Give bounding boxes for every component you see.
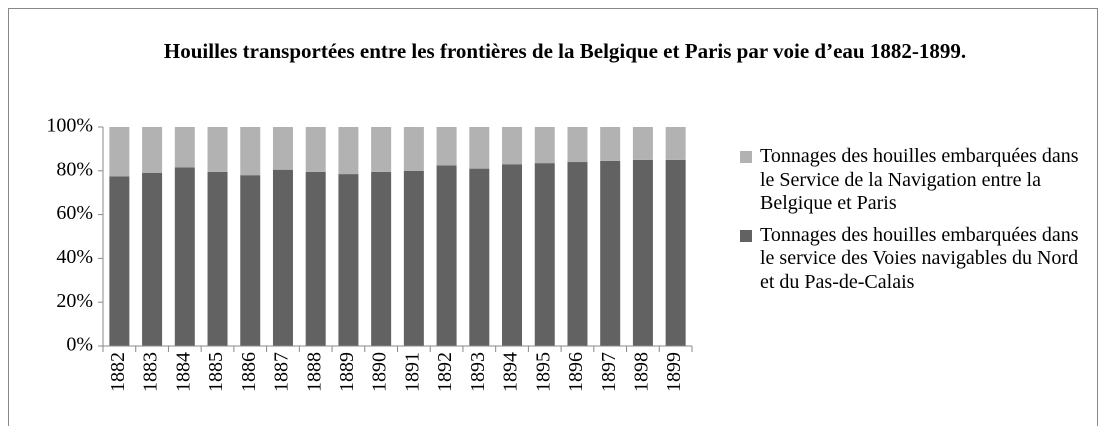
x-tick-label: 1885 bbox=[205, 352, 227, 392]
x-tick-label: 1886 bbox=[238, 352, 260, 392]
bar bbox=[174, 127, 195, 168]
y-tick-label: 60% bbox=[56, 202, 93, 224]
bar bbox=[436, 165, 457, 346]
bar bbox=[272, 169, 293, 346]
bar bbox=[240, 127, 261, 176]
bar bbox=[600, 160, 621, 346]
bar bbox=[338, 174, 359, 346]
bar bbox=[567, 127, 588, 163]
x-tick-label: 1889 bbox=[336, 352, 358, 392]
x-tick-label: 1887 bbox=[271, 352, 293, 392]
bar bbox=[534, 163, 555, 346]
bar bbox=[109, 127, 130, 177]
chart-border bbox=[8, 8, 1098, 426]
bar bbox=[469, 168, 490, 346]
bar bbox=[240, 175, 261, 346]
legend-item: Tonnages des houilles embarquées dans le… bbox=[738, 224, 1088, 295]
bar bbox=[338, 127, 359, 175]
x-tick-label: 1897 bbox=[598, 352, 620, 392]
bar bbox=[207, 127, 228, 172]
bar bbox=[502, 164, 523, 346]
x-tick-label: 1899 bbox=[663, 352, 685, 392]
x-tick-label: 1892 bbox=[434, 352, 456, 392]
bar bbox=[305, 127, 326, 172]
bar bbox=[272, 127, 293, 170]
y-tick-label: 80% bbox=[56, 158, 93, 180]
legend-swatch bbox=[740, 229, 752, 242]
x-tick-label: 1891 bbox=[401, 352, 423, 392]
bar bbox=[305, 171, 326, 346]
x-tick-label: 1893 bbox=[467, 352, 489, 392]
x-tick-label: 1882 bbox=[107, 352, 129, 392]
y-tick-label: 20% bbox=[56, 290, 93, 312]
y-tick-label: 100% bbox=[46, 115, 93, 137]
legend-item: Tonnages des houilles embarquées dans le… bbox=[738, 145, 1088, 216]
x-tick-label: 1883 bbox=[140, 352, 162, 392]
bar bbox=[142, 127, 163, 173]
x-tick-label: 1894 bbox=[500, 352, 522, 392]
x-tick-label: 1890 bbox=[369, 352, 391, 392]
legend: Tonnages des houilles embarquées dans le… bbox=[738, 145, 1088, 302]
bar bbox=[207, 171, 228, 346]
bar bbox=[665, 127, 686, 160]
legend-label: Tonnages des houilles embarquées dans le… bbox=[760, 145, 1079, 214]
bar bbox=[371, 171, 392, 346]
bar bbox=[109, 176, 130, 346]
bar bbox=[469, 127, 490, 169]
bar bbox=[436, 127, 457, 166]
chart-title: Houilles transportées entre les frontièr… bbox=[163, 39, 967, 63]
bar bbox=[632, 159, 653, 346]
y-tick-label: 0% bbox=[66, 334, 93, 356]
bar bbox=[174, 167, 195, 346]
bar bbox=[403, 127, 424, 171]
bar bbox=[600, 127, 621, 161]
bar bbox=[534, 127, 555, 164]
legend-label: Tonnages des houilles embarquées dans le… bbox=[760, 223, 1079, 293]
bar bbox=[567, 162, 588, 346]
x-tick-label: 1896 bbox=[565, 352, 587, 392]
legend-swatch bbox=[740, 151, 752, 163]
x-tick-label: 1895 bbox=[532, 352, 554, 392]
bar bbox=[502, 127, 523, 165]
x-tick-label: 1884 bbox=[172, 352, 194, 392]
bar bbox=[142, 172, 163, 346]
bar bbox=[371, 127, 392, 172]
bar bbox=[632, 127, 653, 160]
bar bbox=[665, 159, 686, 346]
x-tick-label: 1898 bbox=[631, 352, 653, 392]
x-tick-label: 1888 bbox=[303, 352, 325, 392]
y-tick-label: 40% bbox=[56, 246, 93, 268]
bar bbox=[403, 170, 424, 346]
